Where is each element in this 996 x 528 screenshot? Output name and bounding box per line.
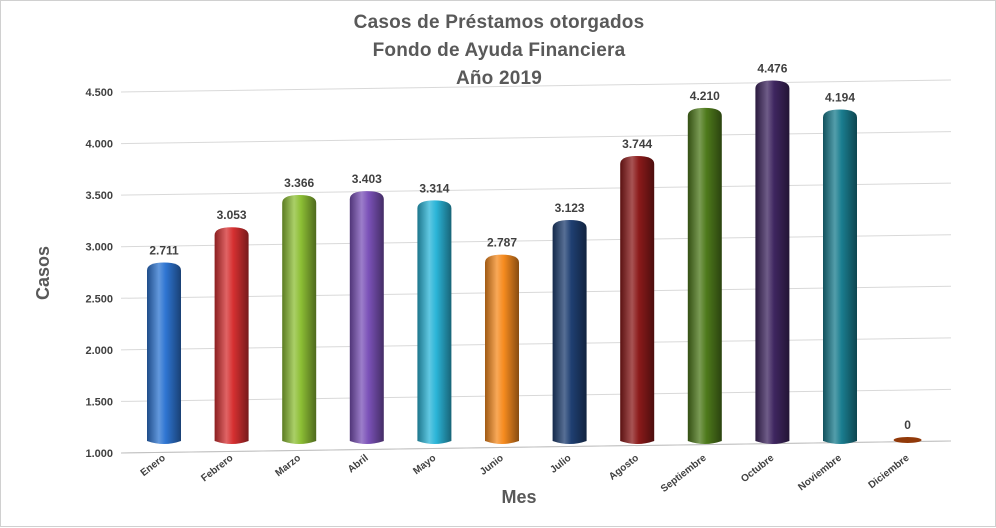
data-label: 3.314 <box>419 181 449 195</box>
gridline <box>120 79 952 93</box>
y-tick-label: 4.500 <box>85 87 113 99</box>
y-tick-label: 4.000 <box>85 139 113 151</box>
data-label: 0 <box>904 418 911 432</box>
x-tick-label: Mayo <box>411 453 438 477</box>
gridlines <box>120 79 952 454</box>
axis-floor <box>120 440 952 454</box>
y-tick-label: 2.000 <box>85 345 113 357</box>
x-tick-label: Junio <box>478 453 506 478</box>
data-label: 3.053 <box>217 208 247 222</box>
bar <box>349 191 384 444</box>
data-label: 3.366 <box>284 176 314 190</box>
data-label: 3.744 <box>622 137 652 151</box>
gridline <box>120 285 952 299</box>
data-label: 3.123 <box>555 201 585 215</box>
x-tick-label: Septiembre <box>659 452 709 494</box>
bar <box>687 107 722 444</box>
x-tick-label: Febrero <box>199 453 235 485</box>
x-tick-label: Diciembre <box>867 452 912 491</box>
chart-title-line-2: Fondo de Ayuda Financiera <box>372 40 626 61</box>
x-tick-label: Marzo <box>273 453 303 479</box>
bar <box>417 200 452 444</box>
gridline <box>120 131 952 145</box>
y-tick-label: 1.000 <box>85 448 113 460</box>
bar <box>485 254 519 444</box>
data-label: 2.711 <box>149 244 179 258</box>
x-tick-label: Julio <box>548 453 573 476</box>
bar <box>893 437 922 443</box>
x-axis-label: Mes <box>501 487 536 507</box>
data-label: 3.403 <box>352 172 382 186</box>
bar <box>552 220 587 444</box>
bar <box>620 155 655 444</box>
bar <box>823 109 857 445</box>
bar <box>147 262 181 444</box>
y-tick-label: 3.000 <box>85 242 113 254</box>
y-tick-label: 1.500 <box>85 396 113 408</box>
bar <box>282 194 317 444</box>
y-tick-label: 3.500 <box>85 190 113 202</box>
data-label: 4.210 <box>690 89 720 103</box>
data-label: 4.194 <box>825 91 855 105</box>
y-tick-label: 2.500 <box>85 293 113 305</box>
x-tick-label: Noviembre <box>796 452 844 493</box>
gridline <box>120 234 952 248</box>
chart-title-line-3: Año 2019 <box>455 68 543 89</box>
bar <box>755 80 790 444</box>
gridline <box>120 337 952 351</box>
bar <box>214 227 249 444</box>
y-axis-ticks: 1.000 1.500 2.000 2.500 3.000 3.500 4.000 4.500 <box>85 87 113 460</box>
x-tick-label: Enero <box>139 453 168 479</box>
x-tick-label: Octubre <box>739 452 776 485</box>
bars <box>147 80 922 445</box>
data-labels: 2.711 3.053 3.366 3.403 3.314 2.787 3.123 3.744… <box>149 61 911 432</box>
gridline <box>120 182 952 196</box>
data-label: 4.476 <box>757 61 787 75</box>
y-axis-label: Casos <box>33 246 53 300</box>
chart-title-line-1: Casos de Préstamos otorgados <box>353 12 645 33</box>
chart-title: Casos de Préstamos otorgados Fondo de Ay… <box>1 9 996 93</box>
gridline <box>120 388 952 402</box>
data-label: 2.787 <box>487 236 517 250</box>
x-tick-label: Abril <box>346 453 371 476</box>
x-tick-label: Agosto <box>607 453 641 483</box>
